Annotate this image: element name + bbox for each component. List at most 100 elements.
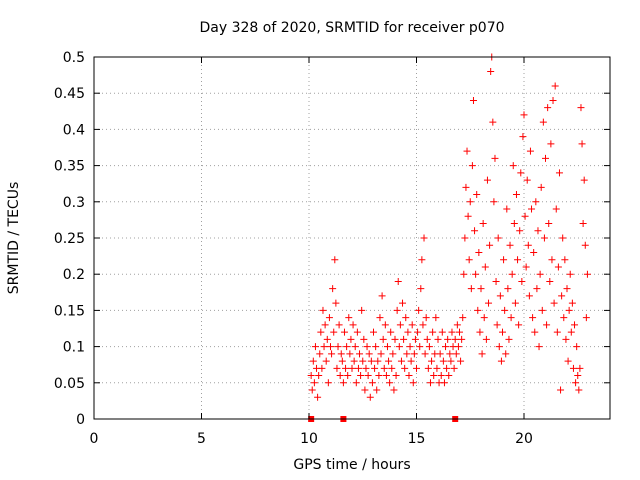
data-point	[332, 299, 340, 307]
data-point	[463, 147, 471, 155]
data-point	[418, 256, 426, 264]
data-point	[432, 314, 440, 322]
data-point	[578, 140, 586, 148]
data-point	[544, 104, 552, 112]
data-point	[377, 350, 385, 358]
data-point	[520, 111, 528, 119]
data-point	[416, 343, 424, 351]
data-point	[436, 350, 444, 358]
data-point	[547, 140, 555, 148]
data-point	[525, 292, 533, 300]
data-point	[496, 292, 504, 300]
data-point	[322, 357, 330, 365]
data-point	[446, 350, 454, 358]
data-point	[364, 372, 372, 380]
data-point	[582, 314, 590, 322]
data-point	[533, 285, 541, 293]
data-point	[465, 256, 473, 264]
data-point	[480, 314, 488, 322]
data-point	[308, 386, 316, 394]
data-point	[381, 321, 389, 329]
data-point	[353, 328, 361, 336]
data-point	[347, 335, 355, 343]
data-point	[421, 350, 429, 358]
data-points	[307, 53, 591, 401]
data-point	[407, 357, 415, 365]
data-point	[329, 285, 337, 293]
data-point	[330, 328, 338, 336]
data-point	[420, 234, 428, 242]
data-point	[320, 343, 328, 351]
data-point	[487, 67, 495, 75]
x-tick-label: 5	[197, 431, 206, 447]
data-point	[558, 292, 566, 300]
data-point	[439, 357, 447, 365]
data-point	[357, 372, 365, 380]
data-point	[327, 343, 334, 351]
data-point	[518, 277, 526, 285]
data-point	[314, 393, 322, 401]
data-point	[415, 306, 423, 314]
data-point	[352, 379, 360, 387]
data-point	[356, 350, 364, 358]
data-point	[507, 314, 515, 322]
x-tick-label: 0	[90, 431, 99, 447]
data-point	[395, 343, 403, 351]
data-point	[323, 335, 331, 343]
data-point	[458, 335, 466, 343]
data-point	[310, 379, 318, 387]
data-point	[539, 118, 547, 126]
data-point	[448, 328, 456, 336]
data-point	[489, 118, 497, 126]
data-point	[572, 379, 580, 387]
data-point	[426, 379, 434, 387]
data-point	[546, 277, 554, 285]
data-point	[414, 328, 422, 336]
data-point	[462, 183, 470, 191]
data-point	[464, 212, 472, 220]
data-point	[526, 147, 534, 155]
data-point	[538, 306, 546, 314]
data-point	[324, 379, 332, 387]
data-point	[319, 306, 327, 314]
data-point	[316, 350, 324, 358]
data-point	[328, 350, 336, 358]
data-point	[576, 364, 584, 372]
data-point	[530, 248, 538, 256]
data-point	[466, 198, 474, 206]
data-point	[333, 364, 341, 372]
data-point	[315, 372, 323, 380]
data-point	[457, 357, 465, 365]
data-point	[468, 162, 476, 170]
data-point	[551, 82, 559, 90]
data-point	[349, 321, 357, 329]
data-point	[467, 285, 475, 293]
data-point	[580, 176, 588, 184]
x-tick-label: 10	[300, 431, 318, 447]
data-point	[318, 364, 326, 372]
data-point	[486, 241, 494, 249]
data-point	[548, 256, 556, 264]
data-point	[344, 372, 352, 380]
data-point	[401, 364, 409, 372]
data-point	[380, 364, 388, 372]
data-point	[456, 328, 463, 336]
data-point	[519, 133, 527, 141]
data-point	[577, 104, 585, 112]
data-point	[560, 314, 568, 322]
data-point	[492, 277, 500, 285]
data-point	[543, 321, 551, 329]
data-point	[565, 306, 573, 314]
y-tick-label: 0.4	[63, 122, 85, 138]
data-point	[411, 335, 419, 343]
data-point	[512, 191, 520, 199]
data-point	[393, 306, 401, 314]
data-point	[501, 306, 509, 314]
data-point	[413, 364, 420, 372]
data-point	[440, 379, 448, 387]
data-point	[553, 328, 561, 336]
axis-ticks	[93, 56, 610, 420]
data-point	[331, 256, 339, 264]
data-point	[561, 256, 569, 264]
data-point	[388, 364, 396, 372]
